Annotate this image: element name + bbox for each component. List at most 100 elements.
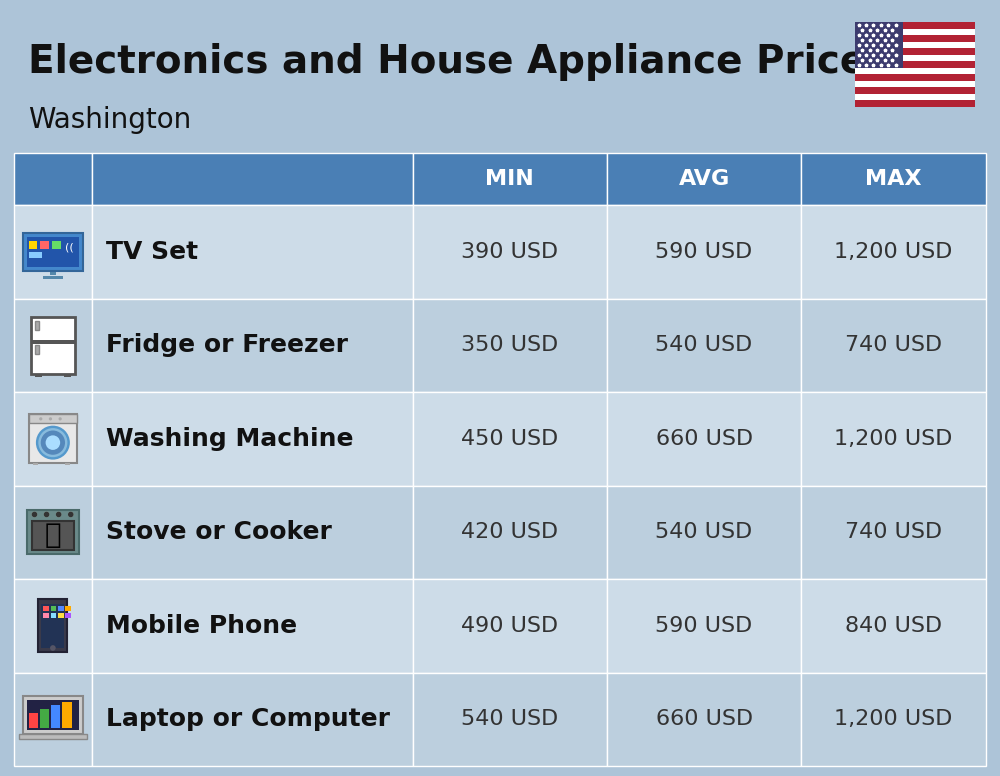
Bar [51,613,56,618]
Bar [855,74,975,81]
Bar [801,486,986,579]
Text: 420 USD: 420 USD [461,522,558,542]
Bar [29,241,37,249]
Text: 840 USD: 840 USD [845,615,942,636]
Bar [413,299,607,392]
Bar [607,579,801,673]
Bar [92,299,413,392]
Text: TV Set: TV Set [106,240,198,264]
Text: 1,200 USD: 1,200 USD [834,429,953,449]
Bar [855,42,975,48]
Bar [14,153,92,205]
Bar [413,486,607,579]
Circle shape [68,511,74,518]
Bar [413,392,607,486]
Bar [92,153,413,205]
Bar [855,88,975,94]
Text: 1,200 USD: 1,200 USD [834,709,953,729]
Bar [607,153,801,205]
Bar [607,392,801,486]
Text: 490 USD: 490 USD [461,615,558,636]
Bar [855,54,975,61]
Text: Fridge or Freezer: Fridge or Freezer [106,333,348,357]
Bar [413,153,607,205]
Text: ((: (( [65,243,74,252]
Circle shape [50,645,56,651]
Bar [23,233,83,271]
Bar [413,673,607,766]
Bar [801,673,986,766]
Bar [58,613,64,618]
Circle shape [59,417,62,421]
Bar [29,414,77,463]
Bar [62,702,72,729]
Circle shape [68,511,74,518]
Circle shape [38,428,67,457]
Bar [29,414,77,423]
Circle shape [56,511,61,518]
Bar [855,35,975,42]
Bar [607,205,801,299]
Bar [35,373,42,377]
Bar [40,241,49,249]
Text: MIN: MIN [485,169,534,189]
Bar [43,605,49,611]
Bar [92,205,413,299]
Bar [855,29,975,35]
Bar [65,613,71,618]
Text: 590 USD: 590 USD [655,242,753,262]
Circle shape [32,511,37,518]
Bar [33,463,38,466]
Text: 540 USD: 540 USD [655,335,753,355]
Bar [27,510,79,555]
Circle shape [41,431,65,455]
Bar [51,705,60,729]
Text: 350 USD: 350 USD [461,335,558,355]
Bar [92,579,413,673]
Bar [801,392,986,486]
Bar [64,373,71,377]
Bar [801,205,986,299]
Bar [35,321,39,330]
Circle shape [32,511,37,518]
Text: Washing Machine: Washing Machine [106,427,353,451]
Bar [31,341,75,345]
Circle shape [44,511,49,518]
Bar [855,61,975,68]
Text: 450 USD: 450 USD [461,429,558,449]
Bar [14,205,92,299]
Bar [38,600,67,652]
Text: 740 USD: 740 USD [845,522,942,542]
Bar [27,700,79,730]
Bar [29,252,42,258]
Bar [50,269,56,275]
Bar [92,486,413,579]
Text: 740 USD: 740 USD [845,335,942,355]
Text: Laptop or Computer: Laptop or Computer [106,707,390,731]
Bar [41,604,64,648]
Text: 540 USD: 540 USD [461,709,558,729]
Bar [92,392,413,486]
Bar [32,521,74,550]
Bar [855,22,975,107]
Bar [855,81,975,88]
Circle shape [56,511,61,518]
Bar [65,463,70,466]
Text: 1,200 USD: 1,200 USD [834,242,953,262]
Bar [855,22,903,68]
Bar [14,299,92,392]
Text: MAX: MAX [865,169,922,189]
Circle shape [46,435,60,450]
Bar [29,713,38,729]
Bar [23,696,83,734]
Text: Mobile Phone: Mobile Phone [106,614,297,638]
Text: 660 USD: 660 USD [656,709,753,729]
Bar [65,605,71,611]
Bar [855,94,975,100]
Text: AVG: AVG [678,169,730,189]
Bar [43,275,63,279]
Text: 540 USD: 540 USD [655,522,753,542]
Bar [31,317,75,373]
Text: Stove or Cooker: Stove or Cooker [106,520,332,544]
Bar [801,299,986,392]
